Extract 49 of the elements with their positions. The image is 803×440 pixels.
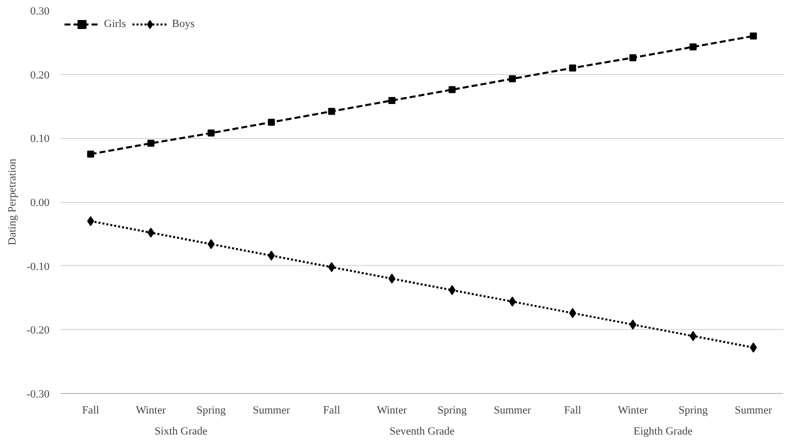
x-tick-label: Winter xyxy=(136,404,166,416)
x-tick-label: Winter xyxy=(376,404,408,416)
point xyxy=(208,239,215,250)
point xyxy=(629,54,636,62)
x-tick-label: Fall xyxy=(82,404,100,416)
point xyxy=(750,342,757,353)
x-tick-label: Summer xyxy=(734,404,772,416)
y-tick-label: 0.30 xyxy=(30,6,50,18)
legend-label: Girls xyxy=(104,18,126,30)
point xyxy=(328,262,336,272)
text: Seventh Grade xyxy=(389,426,455,438)
x-tick-label: Winter xyxy=(618,404,648,416)
point xyxy=(690,43,697,50)
point xyxy=(448,86,456,94)
text: Eighth Grade xyxy=(634,426,693,438)
point xyxy=(750,32,757,40)
x-tick-label: Spring xyxy=(678,404,708,416)
point xyxy=(388,274,396,284)
y-axis-title: Dating Perpetration xyxy=(6,158,19,246)
legend-label: Boys xyxy=(172,18,195,30)
point xyxy=(569,64,576,72)
point xyxy=(208,130,215,137)
point xyxy=(147,140,154,147)
x-tick-label: Summer xyxy=(252,404,290,416)
y-tick-label: 0.20 xyxy=(30,69,50,82)
point xyxy=(569,308,576,318)
y-tick-label: -0.20 xyxy=(26,324,50,337)
x-tick-label: Summer xyxy=(494,404,532,416)
point xyxy=(147,228,154,238)
y-tick-label: -0.30 xyxy=(26,388,50,400)
point xyxy=(629,320,636,330)
point xyxy=(328,108,336,115)
y-tick-label: -0.10 xyxy=(26,260,50,273)
point xyxy=(87,216,94,226)
point xyxy=(268,118,275,126)
text: Sixth Grade xyxy=(154,426,208,438)
point xyxy=(87,150,94,158)
y-tick-label: 0.00 xyxy=(30,197,50,209)
point xyxy=(388,97,396,104)
point xyxy=(690,331,697,342)
x-tick-label: Fall xyxy=(564,404,582,416)
point xyxy=(268,250,275,261)
x-tick-label: Spring xyxy=(437,404,468,416)
point xyxy=(508,296,516,307)
y-tick-label: 0.10 xyxy=(30,133,50,146)
x-tick-label: Fall xyxy=(323,404,340,416)
x-tick-label: Spring xyxy=(196,404,226,416)
point xyxy=(508,75,516,82)
point xyxy=(448,285,456,296)
